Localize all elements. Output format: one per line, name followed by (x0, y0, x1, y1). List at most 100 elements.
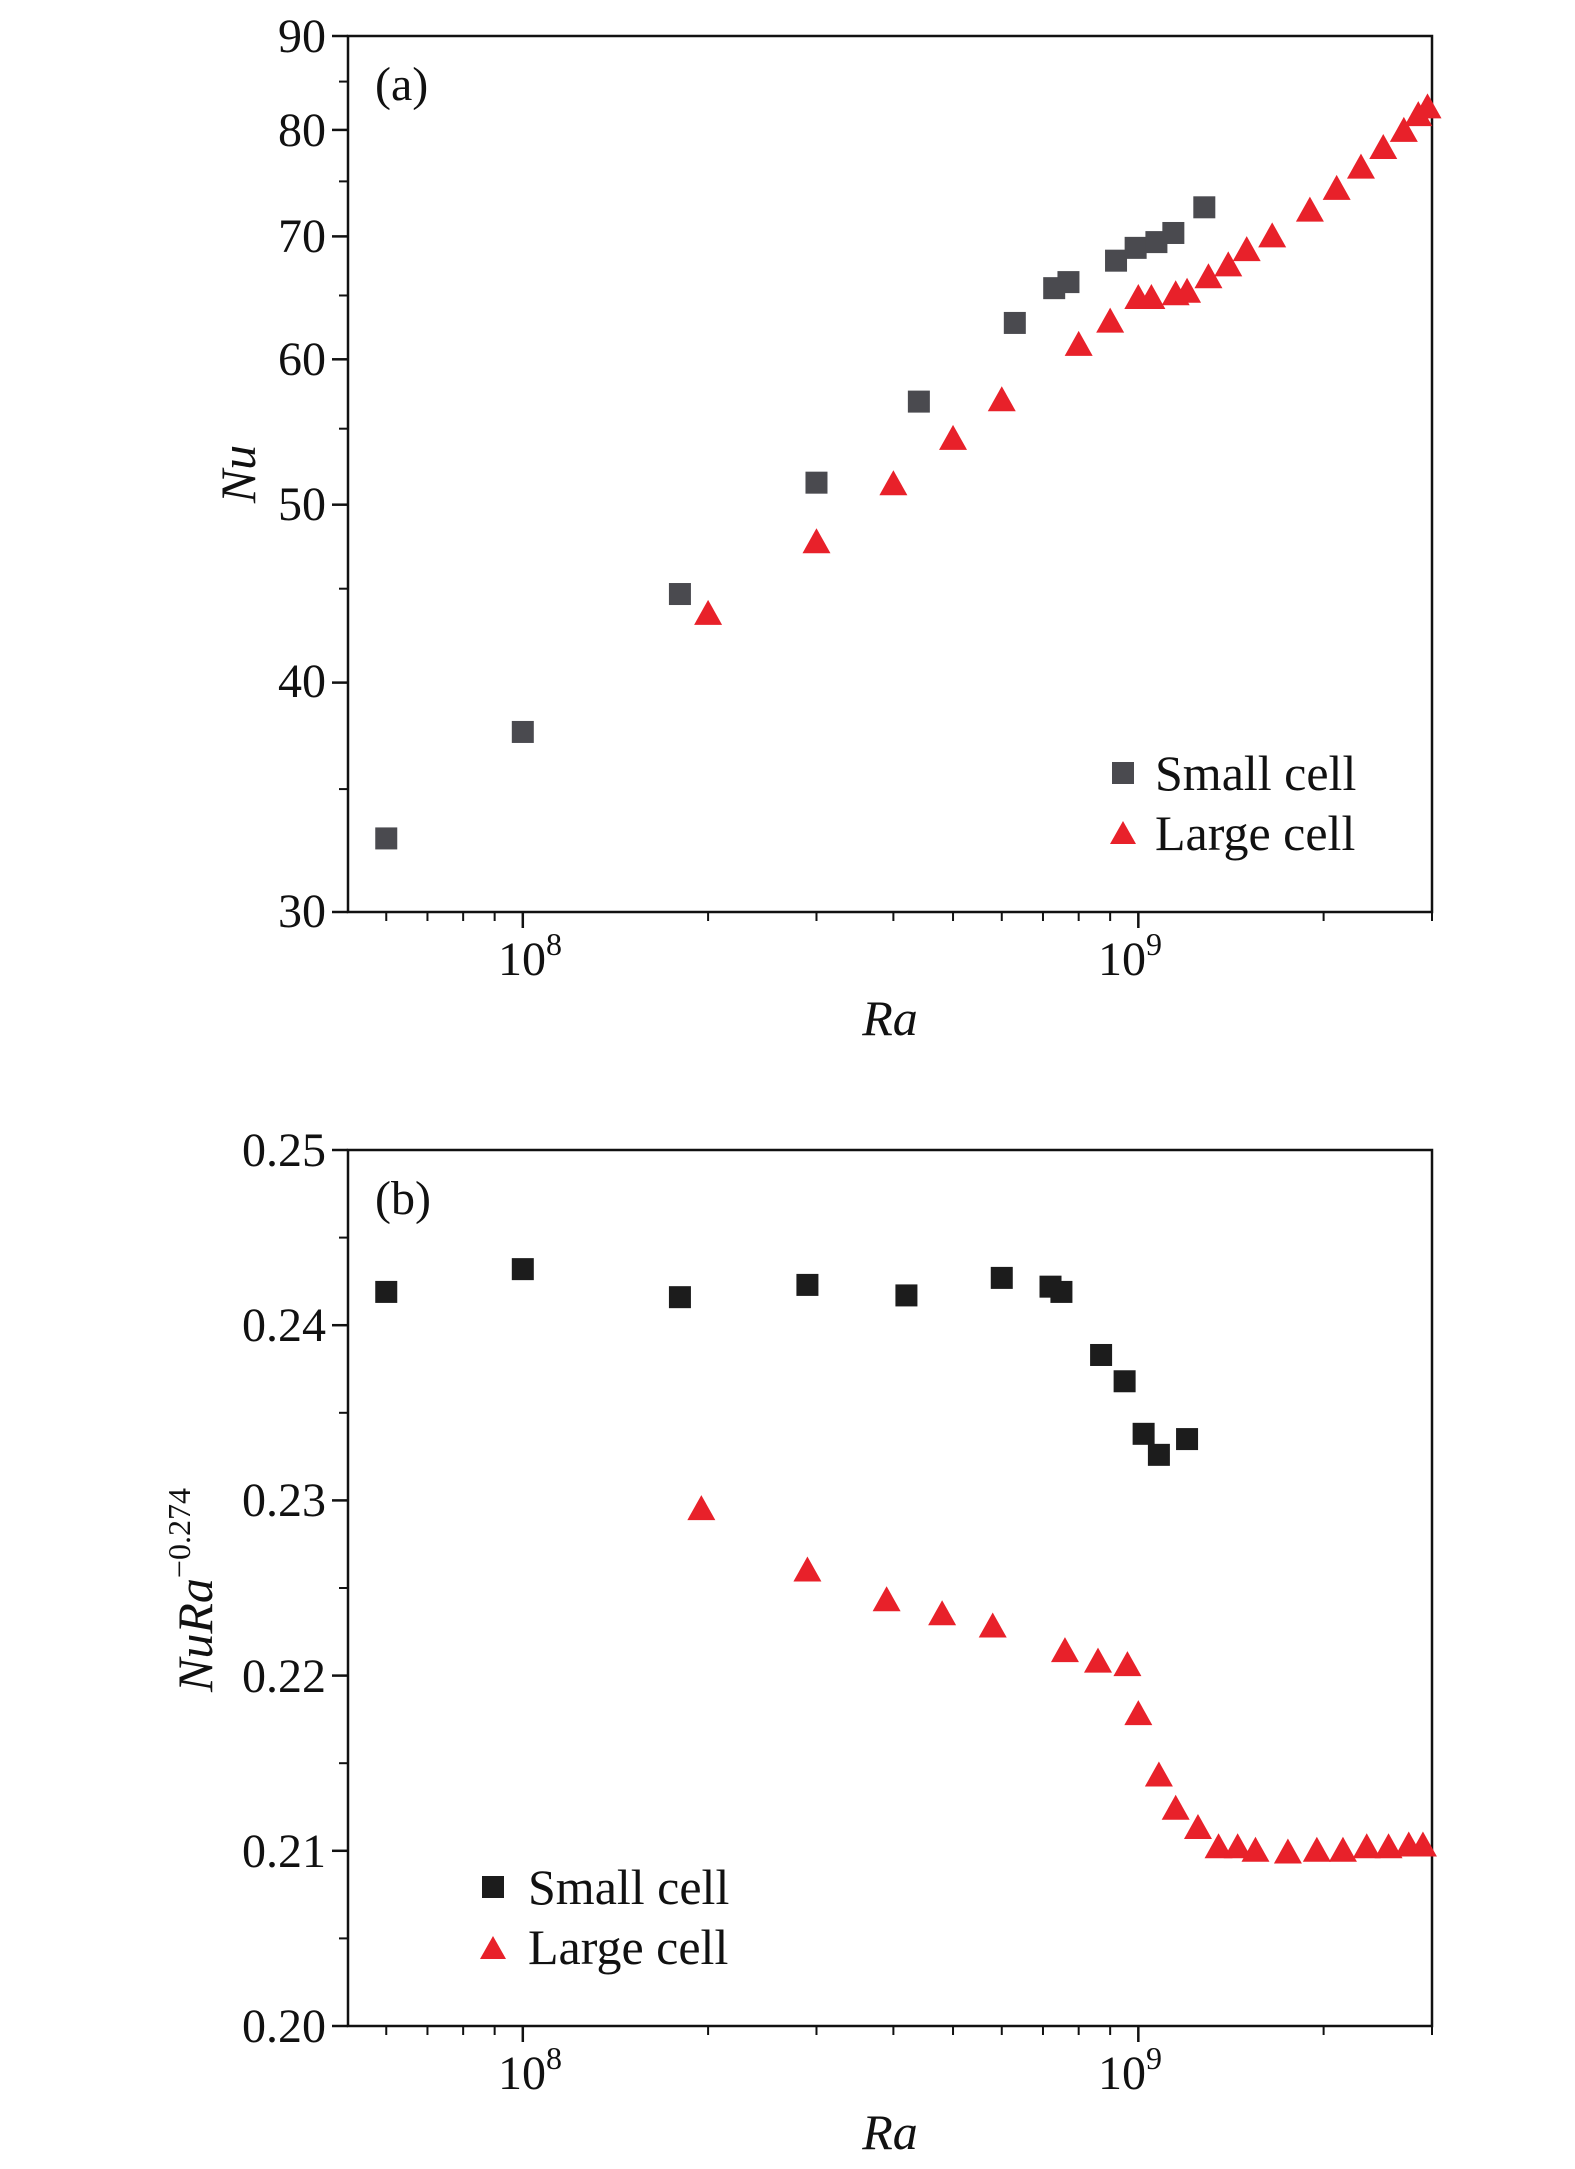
data-point-small-cell (796, 1273, 819, 1296)
data-point-large-cell (1204, 1833, 1233, 1859)
legend-marker-triangle (1110, 821, 1136, 844)
data-point-small-cell (1147, 1443, 1170, 1466)
data-point-small-cell (511, 1258, 534, 1281)
data-point-large-cell (1096, 307, 1125, 333)
panel-b-ylabel: NuRa−0.274 (161, 1488, 223, 1693)
data-point-small-cell (805, 471, 828, 494)
data-point-large-cell (1124, 1700, 1153, 1726)
data-point-small-cell (990, 1266, 1013, 1289)
data-point-large-cell (1183, 1814, 1212, 1840)
data-point-large-cell (1258, 222, 1287, 248)
panel-a-ticks (332, 34, 1433, 928)
panel-b-xlabel: Ra (861, 2104, 918, 2160)
data-point-small-cell (511, 720, 534, 743)
data-point-large-cell (939, 424, 968, 450)
panel-a: (a) 30 40 50 60 70 80 90 108 109 Ra Nu S… (210, 10, 1442, 1046)
panel-b-points (375, 1258, 1437, 1864)
data-point-small-cell (1145, 231, 1168, 254)
data-point-large-cell (1374, 1833, 1403, 1859)
data-point-large-cell (793, 1556, 822, 1582)
panel-a-ytick-label-70: 70 (278, 210, 326, 263)
data-point-small-cell (907, 390, 930, 413)
panel-a-ytick-label-40: 40 (278, 655, 326, 708)
data-point-large-cell (1273, 1838, 1302, 1864)
data-point-large-cell (1232, 236, 1261, 262)
data-point-small-cell (895, 1284, 918, 1307)
panel-b-xtick-label-1e8: 108 (498, 2040, 562, 2100)
data-point-large-cell (1295, 196, 1324, 222)
panel-a-label: (a) (375, 58, 428, 111)
data-point-large-cell (1241, 1836, 1270, 1862)
data-point-large-cell (879, 470, 908, 496)
data-point-large-cell (1137, 283, 1166, 309)
panel-a-legend: Small cell Large cell (1110, 745, 1356, 861)
data-point-small-cell (1132, 1422, 1155, 1445)
data-point-large-cell (978, 1612, 1007, 1638)
data-point-large-cell (1173, 277, 1202, 303)
data-point-large-cell (802, 528, 831, 554)
panel-b-ytick-label-0.24: 0.24 (242, 1299, 326, 1352)
data-point-small-cell (668, 583, 691, 606)
panel-a-points (375, 93, 1442, 850)
panel-b-frame (346, 1148, 1434, 2028)
data-point-large-cell (872, 1586, 901, 1612)
data-point-small-cell (1003, 311, 1026, 334)
panel-a-legend-large-cell: Large cell (1155, 805, 1355, 861)
data-point-large-cell (987, 386, 1016, 412)
data-point-large-cell (687, 1495, 716, 1521)
legend-marker-square (482, 1876, 504, 1898)
panel-a-legend-small-cell: Small cell (1155, 745, 1356, 801)
panel-b: (b) 0.20 0.21 0.22 0.23 0.24 0.25 108 10… (161, 1124, 1437, 2160)
legend-marker-square (1112, 762, 1134, 784)
data-point-large-cell (1144, 1761, 1173, 1787)
panel-a-xtick-label-1e8: 108 (498, 926, 562, 986)
panel-b-ytick-label-0.22: 0.22 (242, 1650, 326, 1703)
data-point-small-cell (1124, 236, 1147, 259)
panel-b-ytick-label-0.25: 0.25 (242, 1124, 326, 1177)
data-point-small-cell (1090, 1343, 1113, 1366)
panel-a-ytick-label-90: 90 (278, 10, 326, 63)
data-point-large-cell (1302, 1836, 1331, 1862)
data-point-large-cell (1369, 134, 1398, 160)
panel-a-xtick-label-1e9: 109 (1098, 926, 1162, 986)
panel-a-frame (346, 34, 1434, 914)
data-point-large-cell (1328, 1836, 1357, 1862)
data-point-large-cell (1161, 1794, 1190, 1820)
panel-a-ytick-label-30: 30 (278, 885, 326, 938)
data-point-large-cell (1084, 1647, 1113, 1673)
data-point-large-cell (1413, 93, 1442, 119)
data-point-large-cell (1352, 1833, 1381, 1859)
data-point-large-cell (1346, 153, 1375, 179)
data-point-large-cell (1322, 174, 1351, 200)
panel-a-xlabel: Ra (861, 990, 918, 1046)
panel-b-ytick-label-0.21: 0.21 (242, 1825, 326, 1878)
panel-b-label: (b) (375, 1172, 431, 1225)
data-point-large-cell (1408, 1831, 1437, 1857)
data-point-large-cell (1223, 1833, 1252, 1859)
data-point-small-cell (668, 1286, 691, 1309)
panel-b-legend-large-cell: Large cell (528, 1919, 728, 1975)
data-point-large-cell (694, 599, 723, 625)
panel-b-ticks (332, 1148, 1433, 2042)
data-point-small-cell (1113, 1370, 1136, 1393)
panel-b-legend: Small cell Large cell (480, 1859, 729, 1975)
data-point-large-cell (928, 1600, 957, 1626)
panel-a-ylabel: Nu (210, 445, 266, 504)
panel-a-ytick-label-60: 60 (278, 333, 326, 386)
panel-b-xtick-label-1e9: 109 (1098, 2040, 1162, 2100)
data-point-large-cell (1214, 251, 1243, 277)
data-point-small-cell (1176, 1428, 1199, 1451)
panel-b-ytick-label-0.20: 0.20 (242, 2000, 326, 2053)
legend-marker-triangle (480, 1936, 506, 1959)
data-point-small-cell (1050, 1280, 1073, 1303)
data-point-small-cell (1193, 196, 1216, 219)
panel-a-ytick-label-80: 80 (278, 104, 326, 157)
data-point-small-cell (1057, 271, 1080, 294)
data-point-large-cell (1064, 330, 1093, 356)
data-point-large-cell (1113, 1651, 1142, 1677)
panel-a-ytick-label-50: 50 (278, 478, 326, 531)
data-point-small-cell (375, 827, 398, 850)
data-point-large-cell (1050, 1637, 1079, 1663)
data-point-large-cell (1389, 116, 1418, 142)
